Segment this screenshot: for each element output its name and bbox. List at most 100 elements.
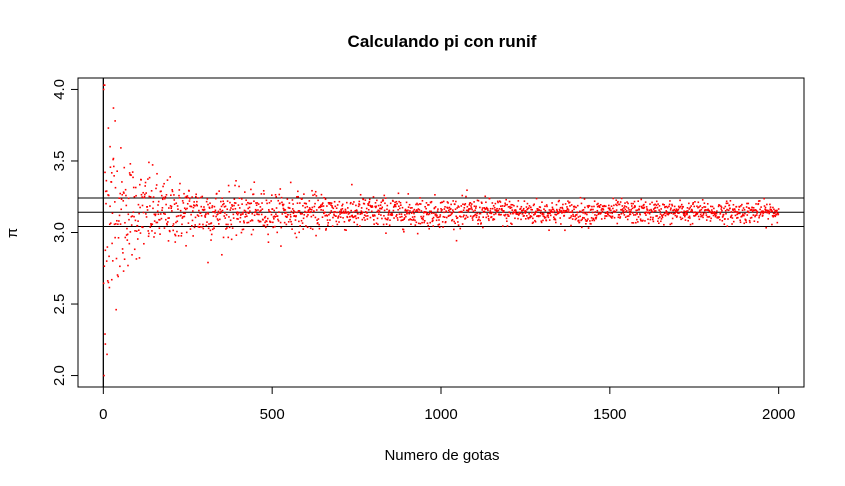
data-point <box>331 225 334 227</box>
data-point <box>164 213 166 215</box>
data-point <box>584 206 586 209</box>
data-point <box>343 228 346 231</box>
data-point <box>616 204 618 207</box>
data-point <box>420 215 422 218</box>
data-point <box>226 227 228 229</box>
data-point <box>344 210 347 213</box>
data-point <box>400 204 402 206</box>
data-point <box>608 204 610 207</box>
data-point <box>646 209 649 211</box>
data-point <box>747 210 749 213</box>
data-point <box>722 213 725 216</box>
data-point <box>556 208 558 211</box>
data-point <box>759 208 761 211</box>
data-point <box>610 209 612 212</box>
data-point <box>417 208 420 210</box>
data-point <box>330 202 333 204</box>
data-point <box>567 209 570 211</box>
data-point <box>399 216 401 218</box>
data-point <box>190 205 193 208</box>
data-point <box>483 207 486 209</box>
data-point <box>401 206 404 209</box>
data-point <box>169 230 171 233</box>
data-point <box>145 213 147 215</box>
data-point <box>396 217 399 219</box>
data-point <box>168 207 170 209</box>
data-point <box>247 201 249 204</box>
data-point <box>670 212 673 214</box>
data-point <box>311 189 313 192</box>
data-point <box>352 203 354 205</box>
data-point <box>201 195 204 198</box>
data-point <box>554 218 557 221</box>
data-point <box>371 206 374 208</box>
data-point <box>701 206 704 209</box>
data-point <box>645 206 648 208</box>
data-point <box>635 221 637 224</box>
data-point <box>284 215 287 218</box>
data-point <box>162 185 164 188</box>
data-point <box>156 210 159 213</box>
data-point <box>432 219 434 222</box>
data-point <box>640 198 643 201</box>
data-point <box>178 194 180 197</box>
data-point <box>343 220 346 223</box>
data-point <box>122 252 124 254</box>
data-point <box>271 194 273 196</box>
data-point <box>144 185 146 187</box>
data-point <box>758 215 761 217</box>
data-point <box>670 222 673 225</box>
data-point <box>381 217 383 220</box>
data-point <box>217 210 220 213</box>
data-point <box>114 201 116 203</box>
data-point <box>389 219 391 221</box>
data-point <box>167 217 169 219</box>
data-point <box>511 204 514 206</box>
data-point <box>107 127 110 129</box>
data-point <box>659 213 662 215</box>
x-tick-label: 1500 <box>593 406 626 423</box>
data-point <box>742 207 745 209</box>
data-point <box>736 211 739 213</box>
data-point <box>435 213 437 215</box>
data-point <box>298 231 300 234</box>
data-point <box>314 202 316 205</box>
data-point <box>408 212 411 215</box>
data-point <box>324 198 327 201</box>
data-point <box>571 211 573 213</box>
data-point <box>215 192 218 195</box>
data-point <box>643 206 646 209</box>
data-point <box>509 207 512 209</box>
data-point <box>128 172 131 174</box>
data-point <box>332 216 334 219</box>
data-point <box>118 214 121 217</box>
data-point <box>473 214 476 217</box>
data-point <box>419 203 422 205</box>
data-point <box>651 218 654 221</box>
data-point <box>172 229 175 232</box>
data-point <box>441 201 444 204</box>
data-point <box>712 214 715 217</box>
data-point <box>732 220 735 223</box>
data-point <box>560 210 563 212</box>
data-point <box>306 205 309 208</box>
data-point <box>237 218 239 220</box>
data-point <box>616 222 619 225</box>
data-point <box>222 200 224 203</box>
data-point <box>577 219 580 222</box>
data-point <box>255 204 258 207</box>
data-point <box>183 215 186 218</box>
data-point <box>762 212 764 214</box>
data-point <box>263 193 265 195</box>
data-point <box>415 221 418 224</box>
data-point <box>148 195 151 198</box>
data-point <box>633 206 635 209</box>
data-point <box>204 215 206 217</box>
data-point <box>217 219 219 222</box>
data-point <box>152 200 155 203</box>
data-point <box>115 223 117 225</box>
data-point <box>352 216 354 219</box>
data-point <box>131 215 134 217</box>
data-point <box>405 201 408 204</box>
data-point <box>102 282 105 285</box>
